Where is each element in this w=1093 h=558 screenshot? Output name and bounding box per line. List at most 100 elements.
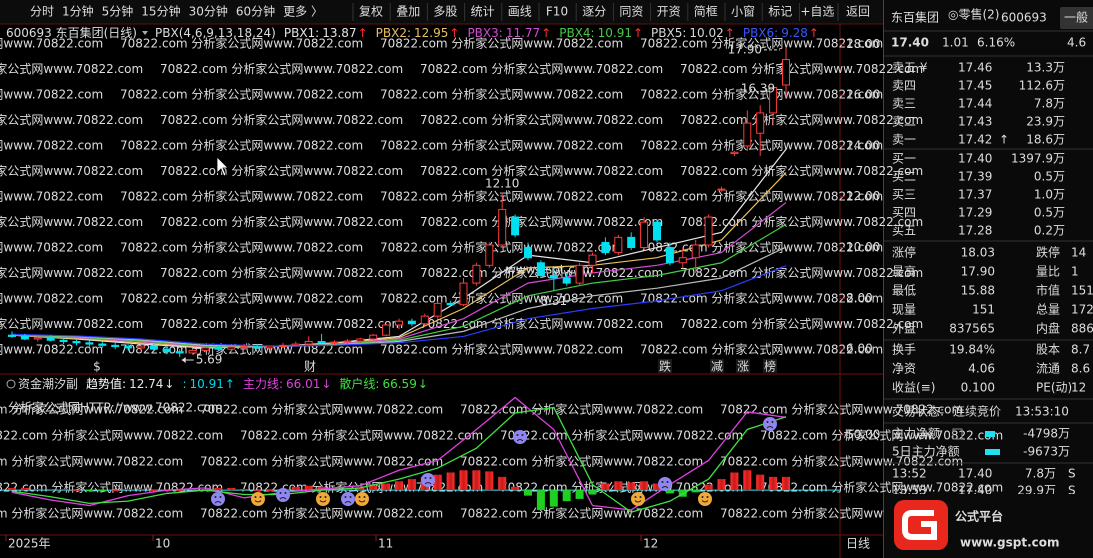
watermark: 分析家公式网HTTP://www.70822.com (8, 400, 223, 415)
stat-label: 总量 (1036, 303, 1060, 317)
book-label: 卖五 ¥ (892, 61, 928, 75)
book-arrow: ↑ (999, 133, 1009, 147)
toolbar-button[interactable]: +自选 (800, 5, 834, 19)
toolbar-button[interactable]: 开资 (657, 5, 681, 19)
watermark: 70822.com 分析家公式网www.70822.com (680, 316, 923, 331)
period-tab[interactable]: 30分钟 (189, 4, 228, 19)
book-volume: 0.5万 (1034, 170, 1065, 184)
stat-value: 151 (972, 303, 995, 317)
signal-eye (639, 496, 642, 498)
candle-body (420, 315, 429, 325)
status-time: 13:53:10 (1015, 405, 1069, 419)
period-tab[interactable]: 分时 (30, 5, 54, 19)
sell-signal (513, 430, 527, 444)
book-volume: 18.6万 (1026, 133, 1065, 147)
signal-mouth (344, 501, 352, 504)
candle-body (253, 346, 262, 349)
moving-average (11, 202, 787, 348)
period-tab[interactable]: 15分钟 (141, 4, 180, 19)
flow-icon (952, 428, 963, 440)
trade-time: 13:52 (892, 467, 927, 481)
signal-mouth (254, 500, 262, 503)
toolbar-button[interactable]: 多股 (433, 5, 457, 19)
event-marker-bg (710, 359, 724, 373)
sell-signal (421, 473, 435, 487)
book-label: 买一 (892, 152, 916, 166)
signal-eye (324, 496, 327, 498)
toolbar-button[interactable]: 简框 (694, 5, 718, 19)
toolbar-button[interactable]: F10 (546, 5, 568, 19)
sell-signal (763, 417, 777, 431)
signal-eye (701, 496, 704, 498)
toolbar-button[interactable]: 同资 (619, 5, 643, 19)
flow-bar (549, 490, 558, 507)
stat-value: 8.7 (1071, 343, 1090, 357)
book-price: 17.45 (958, 79, 992, 93)
flow-bar (601, 483, 610, 491)
candle-body (291, 343, 300, 346)
watermark: 70822.com 分析家公式网www.70822.com (720, 402, 963, 417)
signal-mouth (358, 500, 366, 503)
stat-label: 市值 (1036, 283, 1060, 298)
buy-signal (355, 492, 369, 506)
signal-eye (706, 496, 709, 498)
indicator-value: 10.02 (689, 26, 723, 40)
candle-body (343, 340, 352, 343)
flow-bar (356, 487, 365, 491)
flow-bar (188, 489, 197, 491)
watermark: 70822.com 分析家公式网www.70822.com (160, 112, 403, 127)
watermark: 70822.com 分析家公式网www.70822.com (0, 112, 143, 127)
flow-bar (717, 479, 726, 491)
candle-body (769, 87, 778, 114)
flow-bar (472, 470, 481, 491)
period-tab[interactable]: 60分钟 (236, 4, 275, 19)
book-price: 17.28 (958, 224, 992, 238)
book-price: 17.40 (958, 152, 992, 166)
watermark: 70822.com 分析家公式网www.70822.com (640, 36, 883, 51)
candle-body (601, 241, 610, 254)
toolbar-button[interactable]: 画线 (508, 5, 532, 19)
axes: 分时 1分钟 5分钟 15分钟 30分钟 60分钟 更多 〉 复权 叠加 多股 统计 画线 F10 逐分同… (5, 3, 880, 551)
candle-body (85, 342, 94, 345)
stat-label: 收益(≡) (892, 381, 935, 395)
annotation: 16.39 (741, 82, 775, 96)
x-tick-label: 2025年 (8, 537, 51, 551)
indicator-label: : (182, 377, 186, 391)
trade-side: S (1068, 484, 1076, 498)
watermark: 70822.com 分析家公式网www.70822.com (0, 480, 223, 495)
buy-signal (631, 492, 645, 506)
y-tick-label: 8.00 (846, 291, 873, 305)
candle-body (317, 341, 326, 344)
stat-value: 172. (1071, 303, 1093, 317)
signal-eye (766, 421, 769, 423)
period-tab[interactable]: 1分钟 (62, 4, 94, 19)
flow-bar (98, 490, 107, 492)
watermark: 70822.com 分析家公式网www.70822.com (680, 214, 923, 229)
toolbar-button[interactable]: 复权 (359, 5, 383, 19)
back-button[interactable]: 返回 (846, 5, 870, 19)
x-tick-label: 10 (155, 537, 170, 551)
book-volume: 13.3万 (1026, 61, 1065, 75)
watermark: 70822.com 分析家公式网www.70822.com (500, 428, 743, 443)
toolbar-button[interactable]: 标记 (768, 5, 792, 19)
signal-eye (358, 496, 361, 498)
candle-body (756, 112, 765, 134)
indicator-value: 10.91 (598, 26, 632, 40)
candle-body (524, 247, 532, 259)
signal-eye (363, 496, 366, 498)
toolbar-button[interactable]: 小窗 (731, 5, 755, 19)
book-volume: 1.0万 (1034, 188, 1065, 202)
candle-body (111, 344, 120, 348)
flow-bar (124, 489, 133, 491)
period-tab[interactable]: 5分钟 (102, 4, 134, 19)
flow-bar (20, 487, 29, 491)
toolbar-button[interactable]: 统计 (471, 5, 495, 19)
more-tab[interactable]: 更多 〉 (283, 5, 323, 19)
y-tick-label: 14.00 (846, 138, 880, 152)
watermark: 70822.com 分析家公式网www.70822.com (0, 454, 183, 469)
book-price: 17.42 (958, 133, 992, 147)
toolbar-button[interactable]: 叠加 (396, 5, 420, 19)
toolbar-button[interactable]: 逐分 (582, 5, 606, 19)
candle-body (407, 320, 416, 325)
candle-body (356, 338, 365, 342)
